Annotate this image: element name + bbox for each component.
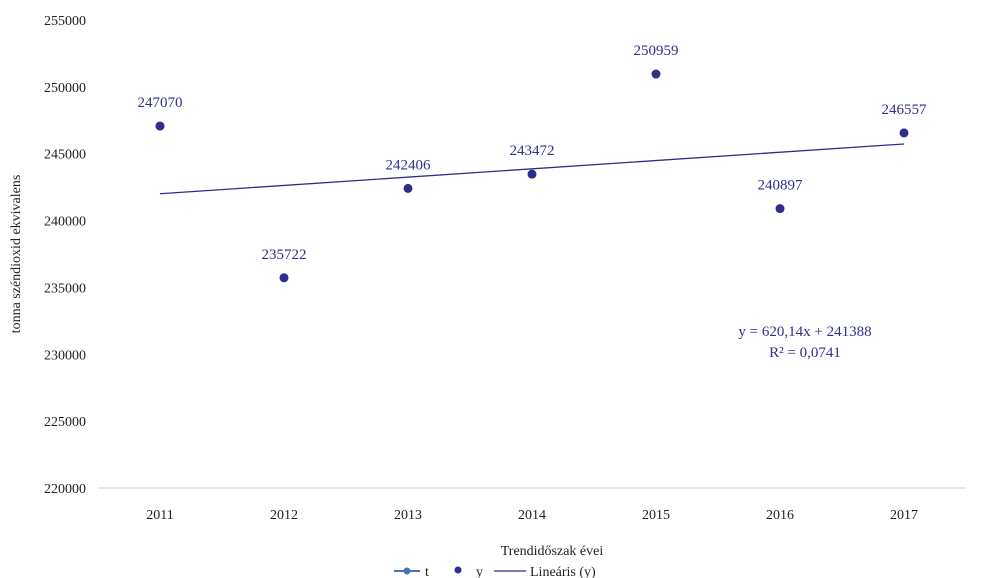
legend-label-t: t — [425, 565, 429, 578]
x-tick-label: 2016 — [766, 508, 794, 523]
x-axis-ticks: 2011 2012 2013 2014 2015 2016 2017 — [146, 508, 918, 523]
legend-marker-y — [454, 566, 462, 574]
y-tick-label: 230000 — [44, 348, 86, 363]
data-point — [279, 273, 289, 283]
data-label: 246557 — [882, 102, 928, 118]
y-tick-label: 235000 — [44, 281, 86, 296]
data-label: 243472 — [510, 143, 555, 159]
y-axis-title: tonna széndioxid ekvivalens — [9, 175, 24, 334]
legend-label-y: y — [476, 565, 483, 578]
y-tick-label: 255000 — [44, 14, 86, 29]
y-tick-label: 225000 — [44, 415, 86, 430]
data-point — [527, 169, 537, 179]
y-tick-label: 250000 — [44, 81, 86, 96]
x-tick-label: 2013 — [394, 508, 422, 523]
trendline-r-squared: R² = 0,0741 — [769, 345, 841, 361]
x-tick-label: 2017 — [890, 508, 918, 523]
data-point — [775, 204, 785, 214]
legend: t y Lineáris (y) — [394, 565, 596, 578]
y-tick-label: 240000 — [44, 215, 86, 230]
y-tick-label: 220000 — [44, 482, 86, 497]
data-label: 235722 — [262, 247, 307, 263]
data-point — [899, 128, 909, 138]
legend-label-trendline: Lineáris (y) — [530, 565, 596, 578]
data-label: 242406 — [386, 157, 432, 173]
x-tick-label: 2015 — [642, 508, 670, 523]
legend-marker-t-dot — [403, 567, 411, 575]
data-label: 240897 — [758, 178, 804, 194]
trendline — [159, 143, 905, 195]
trendline-equation: y = 620,14x + 241388 — [738, 324, 871, 340]
data-labels: 247070 235722 242406 243472 250959 240897 2465… — [138, 43, 928, 263]
y-axis-ticks: 220000 225000 230000 235000 240000 245000 2500… — [44, 14, 86, 497]
y-tick-label: 245000 — [44, 148, 86, 163]
data-points — [155, 69, 909, 283]
x-axis-title: Trendidőszak évei — [501, 544, 604, 559]
data-point — [651, 69, 661, 79]
data-point — [403, 183, 413, 193]
data-label: 250959 — [634, 43, 679, 59]
data-point — [155, 121, 165, 131]
data-label: 247070 — [138, 95, 183, 111]
x-tick-label: 2012 — [270, 508, 298, 523]
x-tick-label: 2014 — [518, 508, 546, 523]
x-tick-label: 2011 — [146, 508, 173, 523]
